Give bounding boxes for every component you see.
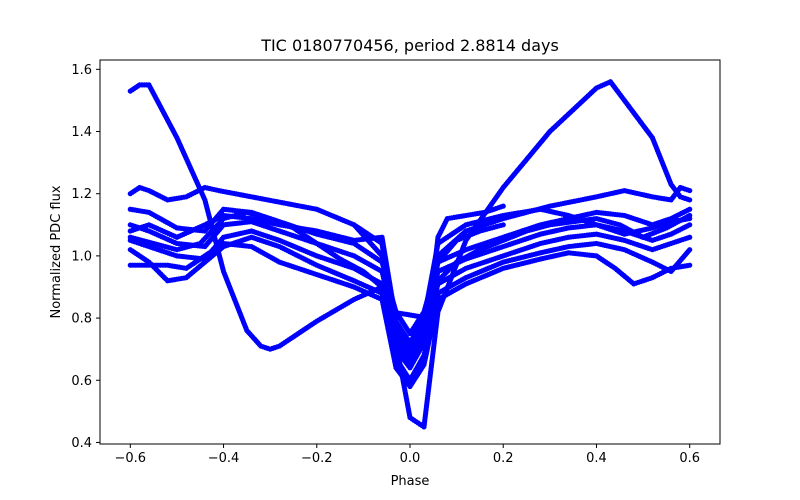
x-tick-label: 0.4 [586, 451, 607, 466]
data-point [687, 187, 693, 194]
data-point [687, 262, 693, 268]
y-tick-label: 0.8 [71, 312, 92, 327]
x-axis: −0.6 −0.4 −0.2 0.0 0.2 0.4 0.6 [115, 444, 700, 466]
data-point [500, 203, 506, 209]
data-point [687, 206, 693, 212]
y-tick-label: 1.6 [71, 63, 92, 78]
x-tick-label: −0.2 [301, 451, 333, 466]
x-tick-label: 0.6 [679, 451, 700, 466]
x-tick-label: −0.6 [115, 451, 147, 466]
y-tick-label: 0.6 [71, 374, 92, 389]
chart-title: TIC 0180770456, period 2.8814 days [260, 36, 559, 55]
x-axis-label: Phase [391, 474, 430, 489]
data-point [687, 197, 693, 203]
y-tick-label: 1.0 [71, 249, 92, 264]
y-tick-label: 0.4 [71, 436, 92, 451]
data-point [687, 222, 693, 228]
data-point [687, 247, 693, 253]
y-axis: 0.4 0.6 0.8 1.0 1.2 1.4 1.6 [71, 63, 100, 451]
data-points [127, 79, 693, 430]
y-tick-label: 1.2 [71, 187, 92, 202]
y-axis-label: Normalized PDC flux [49, 185, 64, 318]
data-point [687, 234, 693, 240]
data-point [687, 212, 693, 219]
x-tick-label: 0.2 [493, 451, 514, 466]
x-tick-label: 0.0 [400, 451, 421, 466]
y-tick-label: 1.4 [71, 125, 92, 140]
data-point [500, 222, 506, 228]
x-tick-label: −0.4 [208, 451, 240, 466]
